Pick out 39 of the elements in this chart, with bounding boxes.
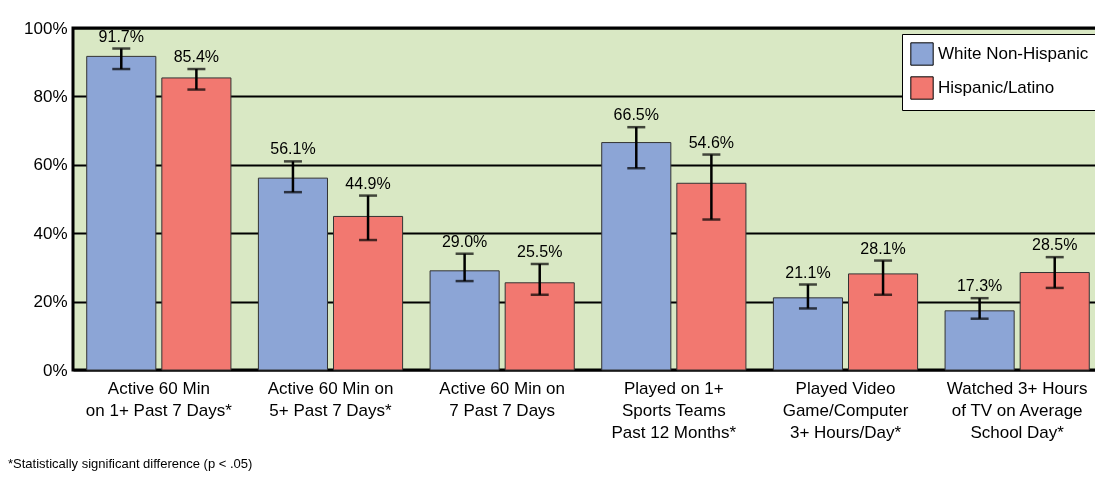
- y-tick-label: 60%: [33, 155, 68, 175]
- x-tick-label: Watched 3+ Hours of TV on Average School Day*: [946, 378, 1088, 442]
- data-label: 17.3%: [956, 277, 1003, 295]
- bar: [944, 310, 1015, 371]
- data-label: 28.5%: [1032, 236, 1078, 254]
- x-tick-label: Active 60 Min on 5+ Past 7 Days*: [267, 378, 394, 420]
- bar: [676, 182, 747, 371]
- y-tick-label: 100%: [24, 18, 68, 38]
- x-tick-label: Played Video Game/Computer 3+ Hours/Day*: [782, 378, 909, 442]
- data-label: 54.6%: [688, 133, 735, 151]
- data-label: 66.5%: [613, 106, 659, 124]
- data-label: 85.4%: [173, 48, 220, 66]
- data-label: 91.7%: [98, 27, 144, 45]
- bar: [161, 77, 232, 371]
- x-tick-label: Active 60 Min on 1+ Past 7 Days*: [85, 378, 233, 420]
- legend-label: Hispanic/Latino: [938, 78, 1055, 97]
- bar: [848, 273, 919, 371]
- x-tick-label: Played on 1+ Sports Teams Past 12 Months*: [611, 378, 737, 442]
- y-tick-label: 80%: [33, 86, 68, 106]
- x-tick-label: Active 60 Min on 7 Past 7 Days: [439, 378, 566, 420]
- data-label: 56.1%: [270, 140, 316, 158]
- bar: [772, 297, 843, 371]
- bar: [1019, 272, 1090, 371]
- bar: [257, 177, 328, 371]
- text: *Statistically significant difference (p < .05): [8, 456, 253, 471]
- legend-label: White Non-Hispanic: [938, 44, 1089, 63]
- data-label: 21.1%: [785, 263, 831, 281]
- data-label: 44.9%: [345, 174, 391, 192]
- bar: [333, 215, 404, 371]
- data-label: 25.5%: [517, 242, 563, 260]
- y-tick-label: 20%: [33, 292, 68, 312]
- y-tick-label: 0%: [42, 360, 68, 380]
- data-label: 29.0%: [441, 232, 488, 250]
- data-label: 28.1%: [860, 239, 906, 257]
- bar: [86, 55, 157, 371]
- y-tick-label: 40%: [33, 223, 68, 243]
- bar: [429, 270, 500, 371]
- bar: [504, 282, 575, 371]
- bar: [601, 142, 672, 371]
